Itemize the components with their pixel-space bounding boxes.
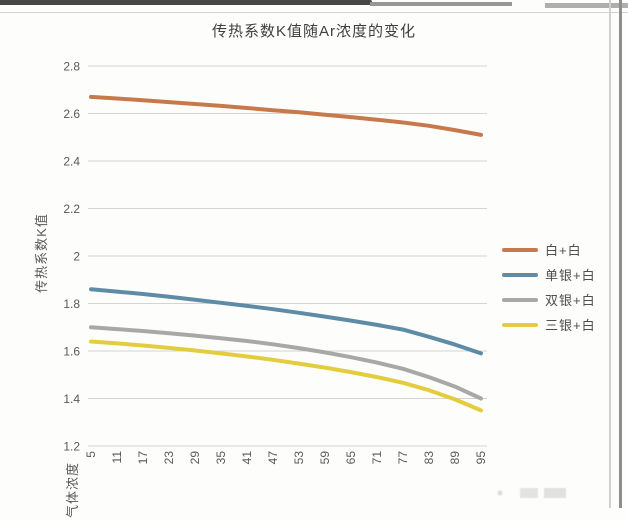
- series-line-2: [89, 325, 483, 401]
- series-line-1: [89, 287, 483, 356]
- y-tick-label: 1.2: [63, 440, 80, 454]
- y-tick-label: 1.4: [63, 392, 80, 406]
- legend-line-swatch: [502, 322, 538, 327]
- y-tick-label: 2.2: [63, 202, 80, 216]
- legend-line-swatch: [502, 247, 538, 252]
- photo-edge-rule: [0, 12, 628, 13]
- y-tick-label: 1.6: [63, 345, 80, 359]
- x-tick-label: 23: [162, 451, 176, 465]
- chart-title: 传热系数K值随Ar浓度的变化: [211, 23, 416, 40]
- series-line-0: [89, 94, 483, 137]
- x-tick-label: 77: [396, 451, 410, 465]
- x-tick-label: 71: [370, 451, 384, 465]
- legend: 白+白 单银+白 双银+白 三银+白: [502, 237, 596, 337]
- y-tick-label: 1.8: [63, 297, 80, 311]
- y-axis-title: 传热系数K值: [34, 213, 49, 293]
- legend-line-swatch: [502, 272, 538, 277]
- legend-item: 白+白: [502, 237, 596, 262]
- legend-line-swatch: [502, 297, 538, 302]
- legend-label: 双银+白: [545, 293, 596, 308]
- y-tick-label: 2.8: [63, 60, 80, 74]
- x-tick-label: 11: [110, 451, 124, 464]
- x-tick-label: 89: [448, 451, 462, 465]
- legend-label: 三银+白: [545, 318, 596, 333]
- y-tick-label: 2.4: [63, 155, 80, 169]
- watermark-smudge: [492, 488, 570, 498]
- x-tick-label: 5: [84, 451, 98, 458]
- x-tick-label: 95: [474, 451, 488, 465]
- photo-edge-top-right: [545, 3, 628, 8]
- x-tick-label: 17: [136, 451, 150, 465]
- legend-item: 双银+白: [502, 287, 596, 312]
- x-axis-title: 气体浓度: [65, 462, 80, 519]
- plot-area: 2.8 2.6 2.4 2.2 2 1.8 1.6 1.4 1.2 5 11 17 23 29 35 41 47…: [63, 60, 488, 465]
- legend-label: 单银+白: [545, 268, 596, 283]
- legend-item: 三银+白: [502, 312, 596, 337]
- y-tick-label: 2: [73, 250, 80, 264]
- x-tick-label: 47: [266, 451, 280, 465]
- photo-edge-right-light: [609, 0, 611, 508]
- x-tick-label: 65: [344, 451, 358, 465]
- x-tick-label: 41: [240, 451, 254, 465]
- y-tick-label: 2.6: [63, 107, 80, 121]
- photo-edge-top-dark: [0, 0, 372, 5]
- series-line-3: [89, 339, 483, 413]
- legend-item: 单银+白: [502, 262, 596, 287]
- photo-edge-top-mid: [370, 2, 512, 6]
- photo-edge-right-dark: [619, 0, 622, 508]
- legend-label: 白+白: [545, 243, 582, 258]
- x-tick-label: 59: [318, 451, 332, 465]
- x-tick-label: 29: [188, 451, 202, 465]
- x-tick-label: 83: [422, 451, 436, 465]
- x-tick-label: 35: [214, 451, 228, 465]
- x-tick-label: 53: [292, 451, 306, 465]
